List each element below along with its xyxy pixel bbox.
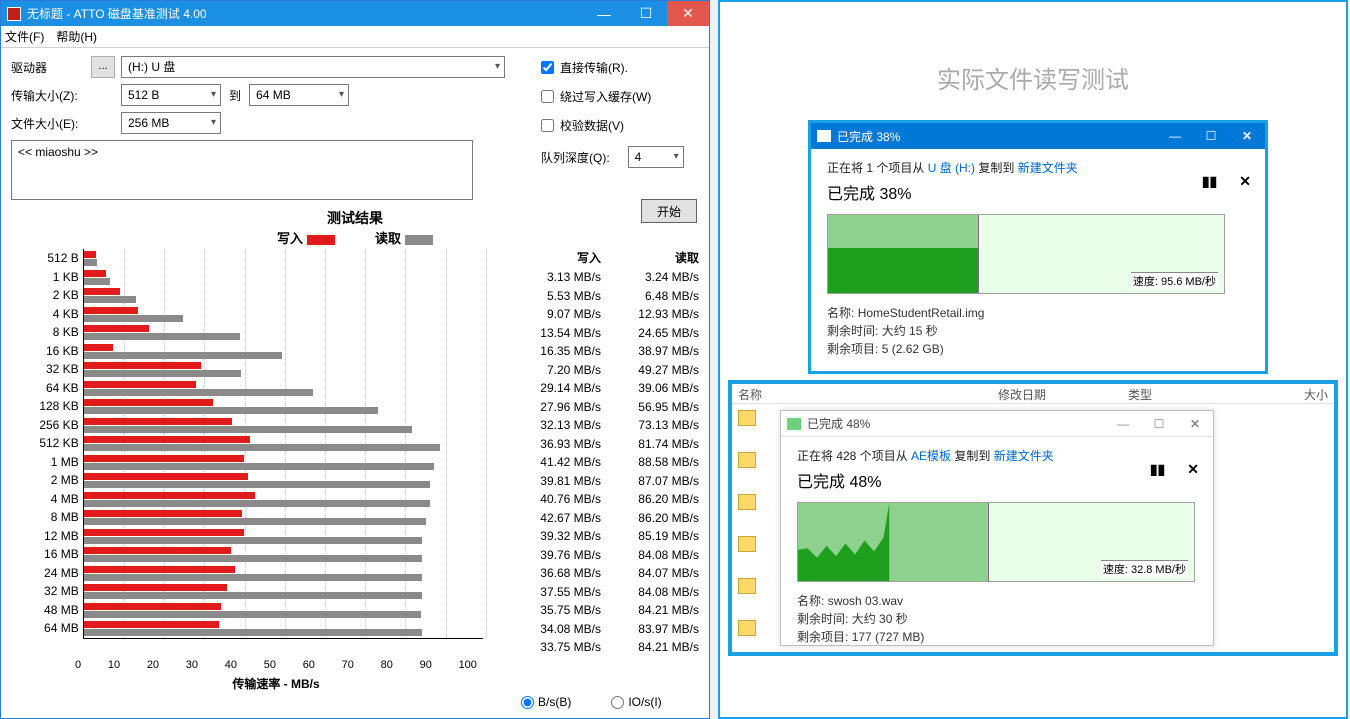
atto-menubar: 文件(F) 帮助(H) [1,26,709,48]
copy-dialog-1: 已完成 38% — ☐ ✕ 正在将 1 个项目从 U 盘 (H:) 复制到 新建… [808,120,1268,374]
copy2-speed-label: 速度: 32.8 MB/秒 [1101,560,1188,577]
drive-select[interactable]: (H:) U 盘 [121,56,505,78]
chart-xaxis: 0102030405060708090100 [75,659,477,671]
options-group: 直接传输(R). 绕过写入缓存(W) 校验数据(V) 队列深度(Q): 4 [541,59,684,168]
to-label: 到 [229,87,241,104]
drive-label: 驱动器 [11,59,91,76]
col-type[interactable]: 类型 [1128,384,1228,403]
right-panel: 实际文件读写测试 已完成 38% — ☐ ✕ 正在将 1 个项目从 U 盘 (H… [718,0,1348,719]
copy1-status-line: 正在将 1 个项目从 U 盘 (H:) 复制到 新建文件夹 [827,159,1249,176]
copy2-pause-button[interactable]: ▮▮ [1150,461,1165,478]
folder-icon[interactable] [738,494,756,510]
file-size-select[interactable]: 256 MB [121,112,221,134]
menu-help[interactable]: 帮助(H) [56,28,97,45]
copy2-status-line: 正在将 428 个项目从 AE模板 复制到 新建文件夹 [797,447,1197,464]
close-button[interactable]: ✕ [667,1,709,26]
chart-legend: 写入 读取 [11,228,699,247]
folder-icon[interactable] [738,452,756,468]
folder-icon[interactable] [738,620,756,636]
transfer-to-select[interactable]: 64 MB [249,84,349,106]
col-size[interactable]: 大小 [1228,384,1328,403]
queue-depth-label: 队列深度(Q): [541,149,610,166]
menu-file[interactable]: 文件(F) [5,28,44,45]
explorer-region: 名称 修改日期 类型 大小 已完成 48% — ☐ ✕ 正在将 428 个项目从… [728,380,1338,656]
start-button[interactable]: 开始 [641,199,697,223]
bar-chart [83,249,483,639]
results-section: 测试结果 写入 读取 512 B1 KB2 KB4 KB8 KB16 KB32 … [11,208,699,657]
copy2-maximize[interactable]: ☐ [1141,417,1177,431]
copy2-disk-icon [787,418,801,430]
col-name[interactable]: 名称 [738,384,998,403]
copy1-meta: 名称: HomeStudentRetail.img 剩余时间: 大约 15 秒 … [827,304,1249,358]
copy1-minimize[interactable]: — [1157,129,1193,143]
copy2-speed-graph: 速度: 32.8 MB/秒 [797,502,1195,582]
explorer-columns[interactable]: 名称 修改日期 类型 大小 [732,384,1334,404]
drive-browse-button[interactable]: ... [91,56,115,78]
atto-window: 无标题 - ATTO 磁盘基准测试 4.00 — ☐ ✕ 文件(F) 帮助(H)… [0,0,710,719]
chart-xaxis-label: 传输速率 - MB/s [75,675,477,692]
folder-icon[interactable] [738,536,756,552]
rw-test-title: 实际文件读写测试 [720,60,1346,95]
radio-ios[interactable]: IO/s(I) [611,695,661,709]
atto-title: 无标题 - ATTO 磁盘基准测试 4.00 [27,5,583,22]
minimize-button[interactable]: — [583,1,625,26]
copy2-title: 已完成 48% [807,415,870,432]
copy1-speed-label: 速度: 95.6 MB/秒 [1131,272,1218,289]
folder-icon[interactable] [738,410,756,426]
folder-icon[interactable] [738,578,756,594]
chart-ylabels: 512 B1 KB2 KB4 KB8 KB16 KB32 KB64 KB128 … [11,249,83,657]
copy2-meta: 名称: swosh 03.wav 剩余时间: 大约 30 秒 剩余项目: 177… [797,592,1197,646]
bypass-cache-checkbox[interactable]: 绕过写入缓存(W) [541,88,684,105]
file-size-label: 文件大小(E): [11,115,91,132]
copy1-percent: 已完成 38% [827,180,1249,204]
maximize-button[interactable]: ☐ [625,1,667,26]
col-write-header: 写入 [503,249,601,266]
transfer-size-label: 传输大小(Z): [11,87,91,104]
copy1-stop-button[interactable]: ✕ [1239,173,1251,190]
copy1-speed-graph: 速度: 95.6 MB/秒 [827,214,1225,294]
col-date[interactable]: 修改日期 [998,384,1128,403]
atto-app-icon [7,7,21,21]
copy1-disk-icon [817,130,831,142]
value-columns: 写入 读取 3.13 MB/s3.24 MB/s5.53 MB/s6.48 MB… [503,249,699,657]
folder-icons [738,410,756,662]
copy1-maximize[interactable]: ☐ [1193,129,1229,143]
queue-depth-select[interactable]: 4 [628,146,684,168]
direct-transfer-checkbox[interactable]: 直接传输(R). [541,59,684,76]
radio-bs[interactable]: B/s(B) [521,695,571,709]
copy2-stop-button[interactable]: ✕ [1187,461,1199,478]
atto-titlebar[interactable]: 无标题 - ATTO 磁盘基准测试 4.00 — ☐ ✕ [1,1,709,26]
copy1-close[interactable]: ✕ [1229,129,1265,143]
copy1-pause-button[interactable]: ▮▮ [1202,173,1217,190]
col-read-header: 读取 [601,249,699,266]
unit-radio-group: B/s(B) IO/s(I) [521,695,662,709]
copy2-minimize[interactable]: — [1105,417,1141,431]
copy2-titlebar[interactable]: 已完成 48% — ☐ ✕ [781,411,1213,437]
copy-dialog-2: 已完成 48% — ☐ ✕ 正在将 428 个项目从 AE模板 复制到 新建文件… [780,410,1214,646]
copy2-percent: 已完成 48% [797,468,1197,492]
verify-data-checkbox[interactable]: 校验数据(V) [541,117,684,134]
transfer-from-select[interactable]: 512 B [121,84,221,106]
copy1-title: 已完成 38% [837,128,900,145]
description-textarea[interactable]: << miaoshu >> [11,140,473,200]
copy1-titlebar[interactable]: 已完成 38% — ☐ ✕ [811,123,1265,149]
results-title: 测试结果 [11,208,699,228]
copy2-close[interactable]: ✕ [1177,417,1213,431]
